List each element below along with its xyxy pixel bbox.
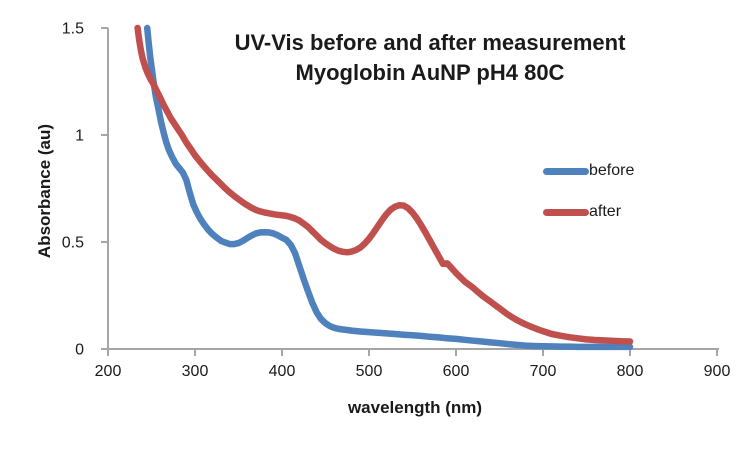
x-tick-label: 500 — [356, 363, 383, 380]
legend-label-before: before — [589, 162, 635, 179]
legend-item-before: before — [543, 160, 634, 182]
x-tick-label: 400 — [269, 363, 296, 380]
after-series-swatch-icon — [543, 208, 589, 216]
y-tick-label: 1 — [75, 128, 84, 145]
y-tick-label: 0 — [75, 342, 84, 359]
y-tick-label: 0.5 — [62, 235, 84, 252]
series-line-after — [134, 24, 634, 345]
y-tick-label: 1.5 — [62, 21, 84, 38]
x-tick-label: 800 — [617, 363, 644, 380]
legend: before after — [543, 160, 634, 242]
legend-label-after: after — [589, 203, 622, 220]
x-tick-label: 600 — [443, 363, 470, 380]
before-series-swatch-icon — [543, 167, 589, 175]
x-tick-label: 300 — [182, 363, 209, 380]
series-line-before — [143, 24, 634, 351]
x-tick-label: 700 — [530, 363, 557, 380]
x-tick-label: 200 — [95, 363, 122, 380]
legend-item-after: after — [543, 201, 634, 223]
chart-title-line-1: UV-Vis before and after measurement — [234, 30, 626, 55]
x-axis-title: wavelength (nm) — [347, 398, 483, 417]
x-tick-label: 900 — [704, 363, 731, 380]
chart-title: UV-Vis before and after measurement Myog… — [150, 28, 710, 88]
chart-title-line-2: Myoglobin AuNP pH4 80C — [295, 60, 565, 85]
